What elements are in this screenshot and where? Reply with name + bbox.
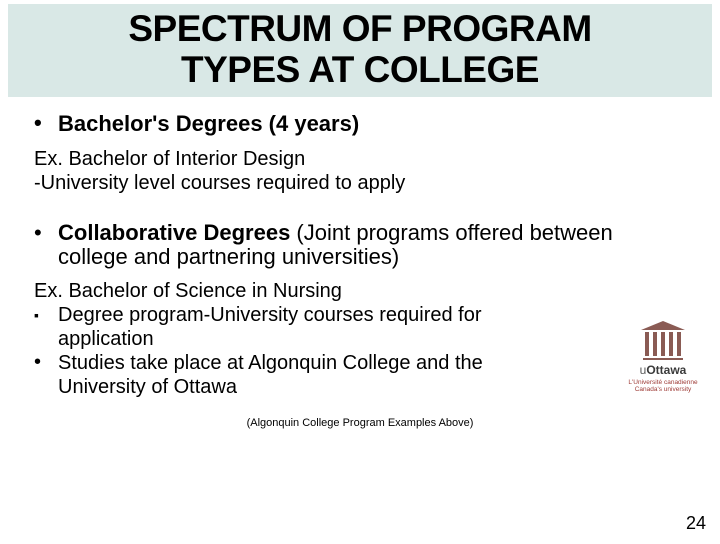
section2-point-1: Degree program-University courses requir… [58,303,566,351]
section1-note: -University level courses required to ap… [34,171,686,195]
section1-heading-row: • Bachelor's Degrees (4 years) [34,111,686,137]
section2-point-2: Studies take place at Algonquin College … [58,351,566,399]
slide-title: SPECTRUM OF PROGRAM TYPES AT COLLEGE [18,8,702,91]
logo-tagline: L'Université canadienne Canada's univers… [620,379,706,393]
building-icon [643,330,683,360]
bullet-square-icon: ▪ [34,303,58,351]
section1-example: Ex. Bachelor of Interior Design [34,147,686,171]
logo-main: Ottawa [646,363,686,377]
uottawa-logo: uOttawa L'Université canadienne Canada's… [620,330,706,393]
section1-heading: Bachelor's Degrees (4 years) [58,111,359,137]
slide-body: • Bachelor's Degrees (4 years) Ex. Bache… [0,97,720,429]
section2-example: Ex. Bachelor of Science in Nursing [34,279,686,303]
logo-tag-2: Canada's university [635,386,692,393]
list-item: • Studies take place at Algonquin Colleg… [34,351,566,399]
section2-points: ▪ Degree program-University courses requ… [34,303,686,399]
title-line-1: SPECTRUM OF PROGRAM [128,8,591,49]
section2-heading-row: • Collaborative Degrees (Joint programs … [34,221,686,269]
logo-tag-1: L'Université canadienne [628,379,697,386]
logo-wordmark: uOttawa [620,363,706,377]
page-number: 24 [686,513,706,534]
title-line-2: TYPES AT COLLEGE [181,49,539,90]
bullet-dot-icon: • [34,111,58,137]
bullet-dot-icon: • [34,351,58,399]
title-band: SPECTRUM OF PROGRAM TYPES AT COLLEGE [8,4,712,97]
section2-heading-bold: Collaborative Degrees [58,220,290,245]
bullet-dot-icon: • [34,221,58,269]
section2-heading: Collaborative Degrees (Joint programs of… [58,221,686,269]
footnote: (Algonquin College Program Examples Abov… [34,417,686,429]
list-item: ▪ Degree program-University courses requ… [34,303,566,351]
